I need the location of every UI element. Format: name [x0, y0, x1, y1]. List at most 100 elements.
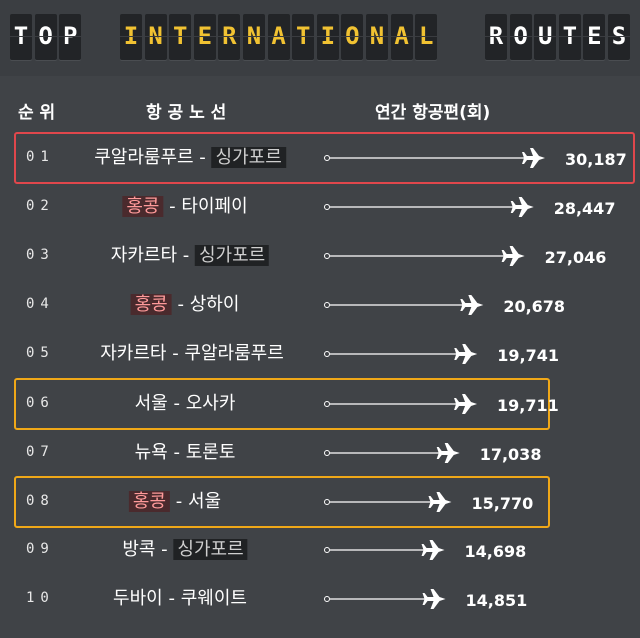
rank-number: 06: [26, 395, 55, 411]
title-letter-tile: T: [558, 14, 581, 60]
title-letter-tile: N: [243, 14, 265, 60]
route-destination: 싱가포르: [173, 539, 248, 560]
route-origin: 쿠알라룸푸르: [94, 147, 194, 168]
red-highlight-frame: [14, 132, 635, 184]
flight-count-label: 27,046: [544, 248, 607, 267]
flight-count-label: 19,741: [497, 346, 559, 365]
route-destination: 싱가포르: [211, 147, 286, 168]
route-destination: 오사카: [185, 393, 236, 414]
title-letter-tile: I: [120, 14, 142, 60]
route-separator: -: [177, 245, 195, 266]
route-separator: -: [162, 588, 181, 609]
airplane-icon: [460, 295, 484, 315]
bar-start-dot: [324, 155, 330, 161]
route-name: 서울 - 오사카: [135, 389, 236, 419]
title-letter-tile: U: [534, 14, 557, 60]
flight-count-label: 15,770: [471, 494, 534, 513]
route-name: 뉴욕 - 토론토: [135, 438, 236, 468]
route-origin: 서울: [134, 393, 168, 414]
route-origin: 자카르타: [110, 245, 178, 266]
rank-header: 순 위: [18, 103, 56, 123]
rank-number: 07: [26, 444, 55, 460]
flight-count-label: 28,447: [553, 199, 616, 218]
title-letter-tile: E: [583, 14, 606, 60]
route-name: 쿠알라룸푸르 - 싱가포르: [94, 143, 286, 173]
route-name: 자카르타 - 싱가포르: [110, 241, 270, 271]
route-name: 자카르타 - 쿠알라룸푸르: [100, 339, 284, 369]
airplane-icon: [421, 540, 445, 560]
route-destination: 쿠웨이트: [180, 588, 247, 609]
route-separator: -: [167, 393, 186, 414]
flight-count-label: 14,851: [465, 591, 528, 610]
route-separator: -: [166, 343, 185, 364]
route-name: 홍콩 - 상하이: [130, 290, 240, 320]
flight-count-label: 20,678: [503, 297, 566, 316]
flight-count-label: 19,711: [497, 396, 559, 415]
title-letter-tile: N: [144, 14, 167, 60]
title-letter-tile: I: [316, 14, 339, 60]
rank-number: 02: [26, 198, 55, 214]
airplane-icon: [501, 246, 525, 266]
title-letter-tile: R: [485, 14, 507, 60]
title-letter-tile: T: [169, 14, 192, 60]
route-name: 방콕 - 싱가포르: [122, 535, 248, 565]
title-letter-tile: A: [267, 14, 290, 60]
airplane-icon: [522, 148, 545, 168]
route-separator: -: [170, 491, 188, 512]
airplane-icon: [436, 443, 460, 463]
title-letter-tile: S: [608, 14, 630, 60]
flight-count-label: 14,698: [464, 542, 527, 561]
route-origin: 홍콩: [122, 196, 164, 217]
route-origin: 두바이: [113, 588, 163, 609]
flight-count-label: 30,187: [565, 150, 627, 169]
route-origin: 뉴욕: [134, 442, 168, 463]
route-separator: -: [155, 539, 174, 560]
flights-header: 연간 항공편(회): [375, 103, 491, 123]
bar-start-dot: [324, 596, 330, 602]
title-letter-tile: P: [59, 14, 82, 60]
route-destination: 토론토: [185, 442, 236, 463]
bar-start-dot: [324, 204, 330, 210]
airplane-icon: [510, 197, 534, 217]
title-letter-tile: R: [218, 14, 241, 60]
title-letter-tile: L: [415, 14, 438, 60]
route-origin: 홍콩: [128, 491, 171, 512]
title-letter-tile: T: [10, 14, 32, 60]
title-letter-tile: E: [193, 14, 216, 60]
route-destination: 쿠알라룸푸르: [184, 343, 284, 364]
bar-start-dot: [324, 253, 330, 259]
bar-start-dot: [324, 401, 330, 407]
flight-count-label: 17,038: [479, 445, 542, 464]
yellow-highlight-frame: [14, 378, 550, 430]
title-letter-tile: N: [366, 14, 388, 60]
route-destination: 서울: [187, 491, 222, 512]
airplane-icon: [454, 344, 478, 364]
rank-number: 01: [26, 149, 55, 165]
rank-number: 09: [26, 541, 55, 557]
route-separator: -: [171, 294, 190, 315]
route-separator: -: [167, 442, 186, 463]
route-origin: 방콕: [122, 539, 156, 560]
route-destination: 타이페이: [181, 196, 248, 217]
title-letter-tile: O: [509, 14, 532, 60]
route-origin: 자카르타: [100, 343, 167, 364]
airplane-icon: [422, 589, 446, 609]
route-name: 두바이 - 쿠웨이트: [113, 584, 247, 614]
route-destination: 상하이: [189, 294, 240, 315]
rank-number: 05: [26, 345, 55, 361]
route-destination: 싱가포르: [194, 245, 270, 266]
bar-start-dot: [324, 547, 330, 553]
title-letter-tile: T: [292, 14, 315, 60]
rank-number: 08: [26, 493, 55, 509]
route-name: 홍콩 - 타이페이: [122, 192, 248, 222]
rank-number: 04: [26, 296, 55, 312]
route-header: 항 공 노 선: [146, 103, 227, 123]
rank-number: 03: [26, 247, 55, 263]
title-letter-tile: O: [341, 14, 364, 60]
route-separator: -: [193, 147, 212, 168]
yellow-highlight-frame: [14, 476, 550, 528]
title-letter-tile: O: [34, 14, 57, 60]
route-name: 홍콩 - 서울: [128, 487, 222, 517]
